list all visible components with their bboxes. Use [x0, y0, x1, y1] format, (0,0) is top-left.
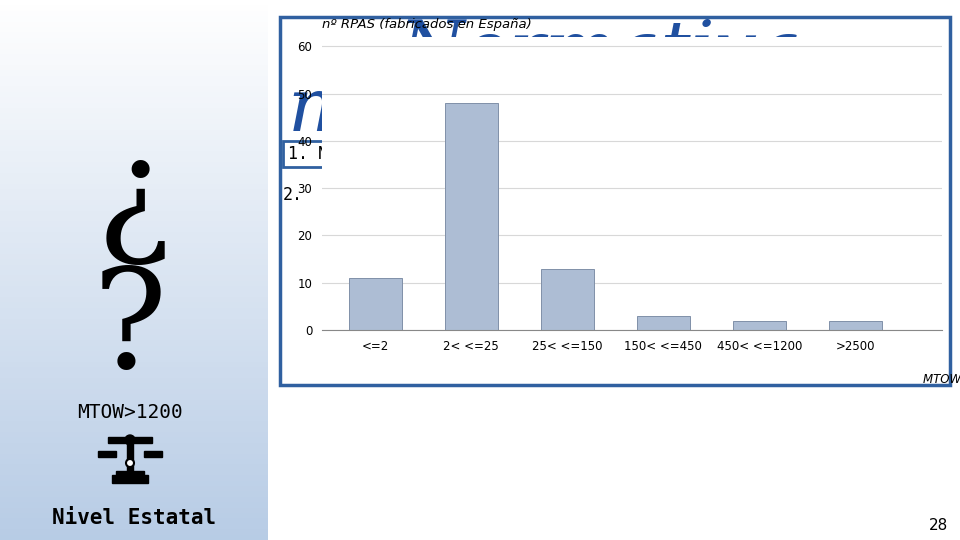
Text: Normativa: Normativa: [398, 17, 802, 89]
Bar: [144, 451, 162, 457]
Bar: [733, 321, 786, 330]
Bar: [116, 471, 144, 477]
Bar: [540, 268, 593, 330]
Circle shape: [126, 459, 134, 467]
Bar: [268, 0, 960, 540]
Bar: [283, 141, 478, 167]
Bar: [829, 321, 882, 330]
Circle shape: [125, 435, 135, 445]
Bar: [127, 441, 133, 473]
Text: nº RPAS (fabricados en España): nº RPAS (fabricados en España): [322, 18, 532, 31]
Text: 1. Normativa: 1. Normativa: [288, 145, 408, 163]
Text: Nivel Estatal: Nivel Estatal: [52, 508, 216, 528]
Bar: [98, 451, 116, 457]
Bar: [444, 103, 497, 330]
Text: 28: 28: [928, 518, 948, 534]
Bar: [348, 278, 401, 330]
Bar: [636, 316, 690, 330]
Text: ?: ?: [93, 263, 167, 397]
Bar: [108, 437, 152, 443]
Text: mantenimiento: mantenimiento: [288, 74, 862, 146]
Bar: [280, 17, 950, 385]
Bar: [112, 475, 148, 483]
Text: ¿: ¿: [97, 133, 171, 267]
Text: MTOW>1200: MTOW>1200: [77, 402, 182, 422]
Text: MTOW (kg): MTOW (kg): [923, 373, 960, 386]
Text: 2.: 2.: [283, 186, 303, 204]
